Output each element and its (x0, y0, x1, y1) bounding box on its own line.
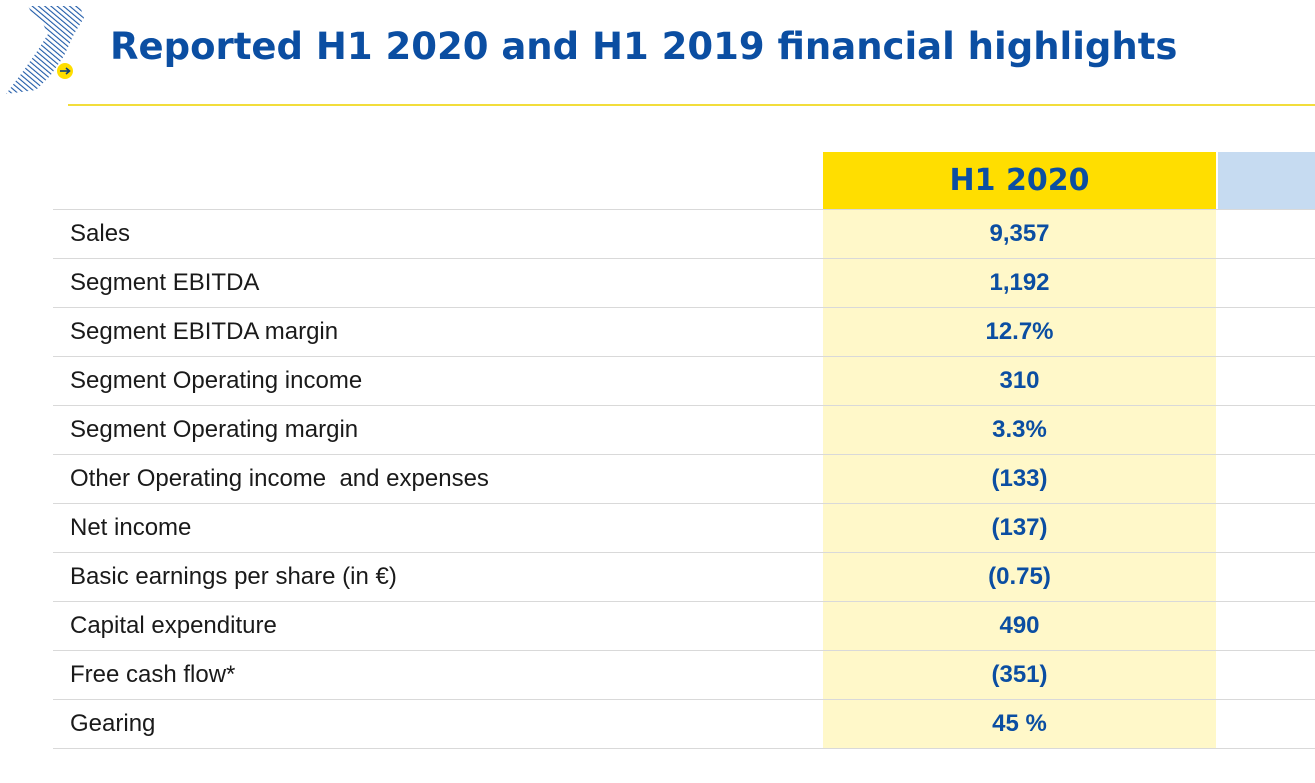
row-label: Free cash flow* (70, 661, 236, 688)
row-value-h1-2020: 1,192 (823, 259, 1216, 307)
title-divider (68, 104, 1315, 106)
row-value-h1-2020: (0.75) (823, 553, 1216, 601)
row-value-h1-2020: (351) (823, 651, 1216, 699)
page-title: Reported H1 2020 and H1 2019 financial h… (110, 25, 1178, 68)
row-label: Segment Operating margin (70, 416, 359, 443)
row-value-h1-2020: 9,357 (823, 210, 1216, 258)
row-label: Segment EBITDA (70, 269, 260, 296)
row-value-h1-2020: 12.7% (823, 308, 1216, 356)
row-value-h1-2020: (133) (823, 455, 1216, 503)
row-value-h1-2020: (137) (823, 504, 1216, 552)
row-label: Other Operating income and expenses (70, 465, 489, 492)
row-value-h1-2020: 490 (823, 602, 1216, 650)
row-value-h1-2020: 45 % (823, 700, 1216, 748)
row-label: Segment Operating income (70, 367, 363, 394)
table-row: Segment EBITDA 1,192 (53, 258, 1315, 307)
table-row: Segment EBITDA margin 12.7% (53, 307, 1315, 356)
table-header: H1 2020 (53, 152, 1315, 209)
table-row: Segment Operating income 310 (53, 356, 1315, 405)
row-label: Gearing (70, 710, 156, 737)
table-row: Sales 9,357 (53, 209, 1315, 258)
hatched-shard-arrow-icon (4, 4, 90, 98)
table-row: Capital expenditure 490 (53, 601, 1315, 650)
row-value-h1-2020: 3.3% (823, 406, 1216, 454)
column-header-h1-2020: H1 2020 (823, 152, 1216, 209)
row-label: Capital expenditure (70, 612, 277, 639)
table-row: Free cash flow* (351) (53, 650, 1315, 699)
table-row: Gearing 45 % (53, 699, 1315, 749)
row-label: Segment EBITDA margin (70, 318, 339, 345)
row-value-h1-2020: 310 (823, 357, 1216, 405)
table-row: Other Operating income and expenses (133… (53, 454, 1315, 503)
row-label: Sales (70, 220, 131, 247)
row-label: Net income (70, 514, 192, 541)
financial-highlights-table: H1 2020 Sales 9,357 Segment EBITDA 1,192… (53, 152, 1315, 749)
row-label: Basic earnings per share (in €) (70, 563, 397, 590)
table-row: Basic earnings per share (in €) (0.75) (53, 552, 1315, 601)
table-row: Segment Operating margin 3.3% (53, 405, 1315, 454)
table-row: Net income (137) (53, 503, 1315, 552)
column-header-h1-2019 (1218, 152, 1315, 209)
